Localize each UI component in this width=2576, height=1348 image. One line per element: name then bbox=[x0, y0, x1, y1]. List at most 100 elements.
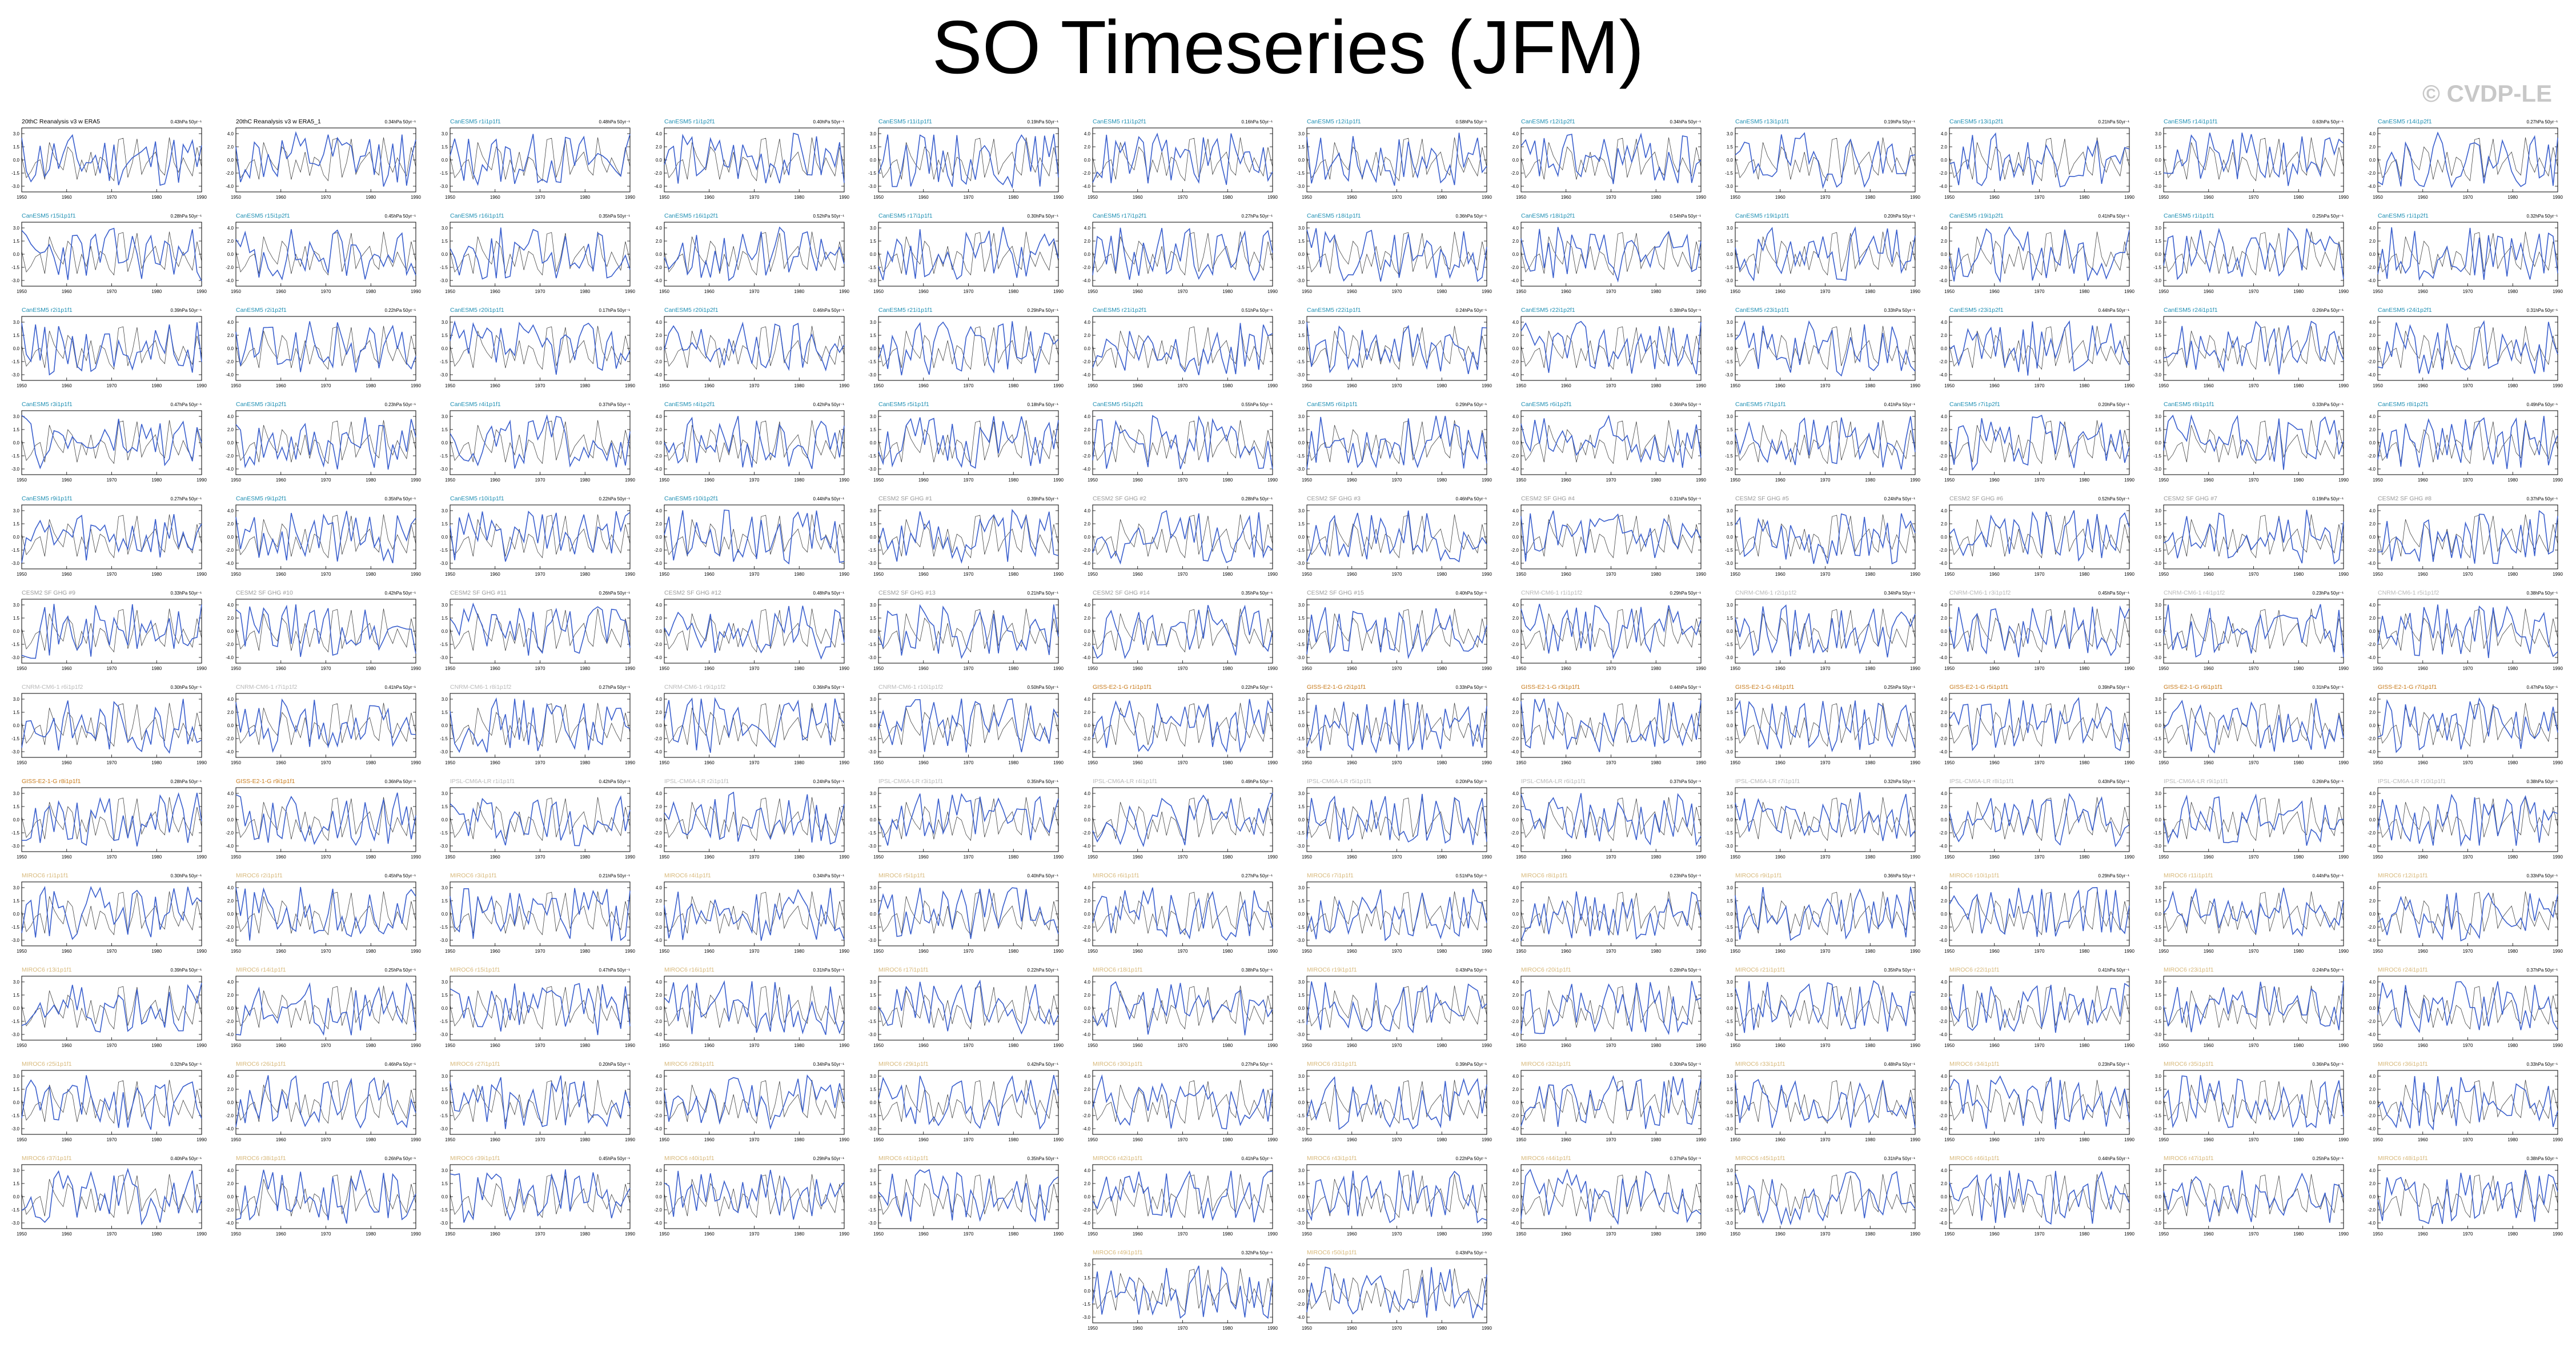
y-tick-label: 4.0 bbox=[1512, 980, 1519, 985]
y-tick-label: 0.0 bbox=[13, 1006, 20, 1011]
model-series-line bbox=[1520, 981, 1702, 1036]
x-tick-label: 1990 bbox=[1267, 383, 1278, 388]
panel-label: CESM2 SF GHG #9 bbox=[22, 589, 75, 596]
y-tick-label: 0.0 bbox=[442, 158, 448, 163]
panel-label: CESM2 SF GHG #1 bbox=[878, 495, 932, 502]
x-tick-label: 1990 bbox=[411, 1231, 421, 1237]
x-tick-label: 1980 bbox=[151, 383, 162, 388]
model-series-line bbox=[2377, 1170, 2558, 1225]
panel-12: CanESM5 r14i1p2f1 0.27hPa 50yr⁻¹4.02.00.0… bbox=[2368, 118, 2563, 200]
model-series-line bbox=[1520, 1168, 1702, 1225]
panel-trend: 0.25hPa 50yr⁻¹ bbox=[1884, 685, 1916, 690]
x-tick-label: 1990 bbox=[196, 760, 207, 765]
x-tick-label: 1970 bbox=[1178, 1043, 1188, 1048]
panel-105: MIROC6 r9i1p1f1 0.36hPa 50yr⁻¹3.01.50.0-1… bbox=[1725, 872, 1920, 954]
model-series-line bbox=[878, 604, 1059, 659]
x-tick-label: 1990 bbox=[1053, 195, 1064, 200]
x-tick-label: 1990 bbox=[1696, 666, 1706, 671]
y-tick-label: -4.0 bbox=[1082, 1221, 1090, 1226]
y-tick-label: 0.0 bbox=[1298, 629, 1305, 634]
obs-series-line bbox=[450, 985, 631, 1030]
x-tick-label: 1990 bbox=[1910, 572, 1920, 577]
y-tick-label: 2.0 bbox=[656, 898, 663, 904]
x-tick-label: 1990 bbox=[411, 383, 421, 388]
x-tick-label: 1980 bbox=[1222, 760, 1233, 765]
plot-frame bbox=[664, 1164, 845, 1229]
x-tick-label: 1970 bbox=[1392, 760, 1402, 765]
y-tick-label: -4.0 bbox=[654, 749, 662, 755]
y-tick-label: -4.0 bbox=[2368, 938, 2376, 943]
x-tick-label: 1970 bbox=[535, 572, 545, 577]
panel-label: MIROC6 r21i1p1f1 bbox=[1735, 966, 1785, 973]
x-tick-label: 1970 bbox=[964, 1231, 974, 1237]
x-tick-label: 1990 bbox=[196, 195, 207, 200]
x-tick-label: 1950 bbox=[1088, 1231, 1098, 1237]
y-tick-label: 0.0 bbox=[2369, 158, 2376, 163]
panel-trend: 0.40hPa 50yr⁻¹ bbox=[171, 1156, 202, 1161]
y-tick-label: -2.0 bbox=[2368, 1207, 2376, 1213]
panel-label: CESM2 SF GHG #12 bbox=[664, 589, 721, 596]
obs-series-line bbox=[450, 1080, 631, 1124]
y-tick-label: 2.0 bbox=[1512, 427, 1519, 432]
y-tick-label: 4.0 bbox=[1512, 885, 1519, 890]
x-tick-label: 1990 bbox=[1910, 760, 1920, 765]
y-tick-label: 3.0 bbox=[1298, 697, 1305, 702]
y-tick-label: 0.0 bbox=[870, 723, 877, 728]
x-tick-label: 1970 bbox=[321, 949, 331, 954]
panel-107: MIROC6 r11i1p1f1 0.44hPa 50yr⁻¹3.01.50.0-… bbox=[2153, 872, 2349, 954]
y-tick-label: 2.0 bbox=[656, 333, 663, 338]
obs-series-line bbox=[21, 231, 202, 276]
y-tick-label: 1.5 bbox=[442, 145, 448, 150]
watermark: © CVDP-LE bbox=[2422, 80, 2552, 107]
y-tick-label: -4.0 bbox=[226, 278, 234, 283]
x-tick-label: 1950 bbox=[1730, 854, 1740, 860]
y-tick-label: -3.0 bbox=[868, 844, 876, 849]
x-tick-label: 1950 bbox=[445, 1043, 455, 1048]
y-tick-label: -4.0 bbox=[2368, 467, 2376, 472]
panel-trend: 0.26hPa 50yr⁻¹ bbox=[2313, 779, 2344, 784]
x-tick-label: 1980 bbox=[580, 1137, 590, 1142]
panel-78: GISS-E2-1-G r1i1p1f1 0.22hPa 50yr⁻¹4.02.0… bbox=[1082, 684, 1278, 765]
model-series-line bbox=[450, 414, 631, 469]
y-tick-label: -2.0 bbox=[1939, 642, 1947, 647]
x-tick-label: 1980 bbox=[2293, 760, 2304, 765]
panel-trend: 0.37hPa 50yr⁻¹ bbox=[599, 402, 631, 407]
y-tick-label: 1.5 bbox=[1727, 1181, 1734, 1186]
x-tick-label: 1960 bbox=[1133, 854, 1143, 860]
x-tick-label: 1950 bbox=[445, 949, 455, 954]
obs-series-line bbox=[878, 1174, 1059, 1218]
y-tick-label: -2.0 bbox=[1511, 642, 1519, 647]
panel-59: CESM2 SF GHG #7 0.19hPa 50yr⁻¹3.01.50.0-1… bbox=[2153, 495, 2349, 577]
x-tick-label: 1960 bbox=[2204, 1043, 2214, 1048]
model-series-line bbox=[664, 605, 845, 660]
y-tick-label: 3.0 bbox=[442, 697, 448, 702]
x-tick-label: 1950 bbox=[873, 854, 884, 860]
y-tick-label: -2.0 bbox=[1297, 1302, 1305, 1307]
x-tick-label: 1970 bbox=[2035, 572, 2045, 577]
x-tick-label: 1970 bbox=[2463, 760, 2473, 765]
y-tick-label: 1.5 bbox=[13, 521, 20, 527]
plot-frame bbox=[664, 127, 845, 192]
obs-series-line bbox=[1306, 891, 1487, 936]
panel-75: CNRM-CM6-1 r8i1p1f2 0.27hPa 50yr⁻¹3.01.50… bbox=[440, 684, 635, 765]
y-tick-label: -4.0 bbox=[1082, 372, 1090, 378]
plot-frame bbox=[450, 1070, 631, 1135]
model-series-line bbox=[1306, 510, 1487, 563]
x-tick-label: 1950 bbox=[2373, 195, 2383, 200]
model-series-line bbox=[1520, 793, 1702, 846]
y-tick-label: 4.0 bbox=[2369, 980, 2376, 985]
panel-label: IPSL-CM6A-LR r2i1p1f1 bbox=[664, 778, 729, 785]
x-tick-label: 1960 bbox=[1989, 666, 2000, 671]
panel-label: CNRM-CM6-1 r8i1p1f2 bbox=[450, 684, 512, 691]
panel-trend: 0.49hPa 50yr⁻¹ bbox=[1242, 779, 1273, 784]
x-tick-label: 1970 bbox=[2463, 478, 2473, 483]
panel-134: MIROC6 r38i1p1f1 0.26hPa 50yr⁻¹4.02.00.0-… bbox=[226, 1155, 421, 1237]
y-tick-label: -4.0 bbox=[1939, 1032, 1947, 1037]
y-tick-label: -4.0 bbox=[2368, 655, 2376, 660]
plot-frame bbox=[664, 222, 845, 287]
y-tick-label: -1.5 bbox=[1725, 265, 1733, 270]
x-tick-label: 1950 bbox=[2373, 383, 2383, 388]
model-series-line bbox=[21, 415, 202, 470]
x-tick-label: 1970 bbox=[749, 854, 760, 860]
x-tick-label: 1980 bbox=[1008, 666, 1018, 671]
